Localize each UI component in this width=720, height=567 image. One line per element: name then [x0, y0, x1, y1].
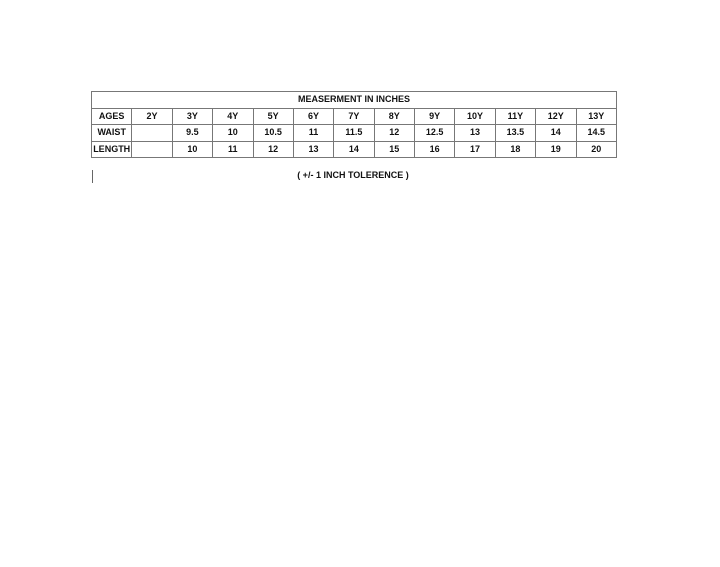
row-header: AGES [90, 107, 133, 125]
table-cell: 4Y [212, 107, 254, 125]
table-cell: 19 [535, 140, 577, 158]
table-cell: 2Y [131, 107, 173, 125]
table-cell: 10Y [454, 107, 496, 125]
table-cell: 10 [212, 124, 254, 142]
row-header: LENGTH [90, 140, 133, 158]
text-cursor [92, 170, 93, 183]
table-cell: 14.5 [575, 124, 617, 142]
table-title: MEASERMENT IN INCHES [91, 91, 617, 109]
table-cell: 10 [171, 140, 214, 158]
table-cell: 8Y [373, 107, 416, 125]
table-cell: 13 [454, 124, 496, 142]
table-cell: 14 [535, 124, 577, 142]
table-cell: 17 [454, 140, 496, 158]
table-cell: 11 [292, 124, 335, 142]
table-cell: 13 [292, 140, 335, 158]
table-cell: 5Y [252, 107, 294, 125]
row-header: WAIST [90, 124, 133, 142]
ages-row: AGES 2Y 3Y 4Y 5Y 6Y 7Y 8Y 9Y 10Y 11Y 12Y 13Y [90, 107, 617, 125]
table-cell: 3Y [171, 107, 214, 125]
table-title-row: MEASERMENT IN INCHES [91, 91, 617, 109]
table-cell [131, 140, 173, 158]
table-cell: 9Y [413, 107, 456, 125]
table-cell: 11 [212, 140, 254, 158]
table-cell: 18 [494, 140, 537, 158]
table-cell: 11Y [494, 107, 537, 125]
length-row: LENGTH 10 11 12 13 14 15 16 17 18 19 20 [90, 140, 617, 158]
table-cell: 14 [333, 140, 375, 158]
table-cell: 20 [575, 140, 617, 158]
table-cell: 13Y [575, 107, 617, 125]
table-cell: 15 [373, 140, 416, 158]
table-cell: 16 [413, 140, 456, 158]
table-cell: 12 [373, 124, 416, 142]
table-cell: 7Y [333, 107, 375, 125]
table-cell: 6Y [292, 107, 335, 125]
table-cell: 12 [252, 140, 294, 158]
table-cell: 12Y [535, 107, 577, 125]
waist-row: WAIST 9.5 10 10.5 11 11.5 12 12.5 13 13.5 14 14.5 [90, 124, 617, 142]
table-cell: 13.5 [494, 124, 537, 142]
table-cell [131, 124, 173, 142]
tolerance-note: ( +/- 1 INCH TOLERENCE ) [297, 170, 409, 180]
table-cell: 9.5 [171, 124, 214, 142]
table-cell: 10.5 [252, 124, 294, 142]
table-cell: 12.5 [413, 124, 456, 142]
table-cell: 11.5 [333, 124, 375, 142]
size-chart-table: MEASERMENT IN INCHES AGES 2Y 3Y 4Y 5Y 6Y 7Y 8Y 9… [90, 91, 617, 158]
